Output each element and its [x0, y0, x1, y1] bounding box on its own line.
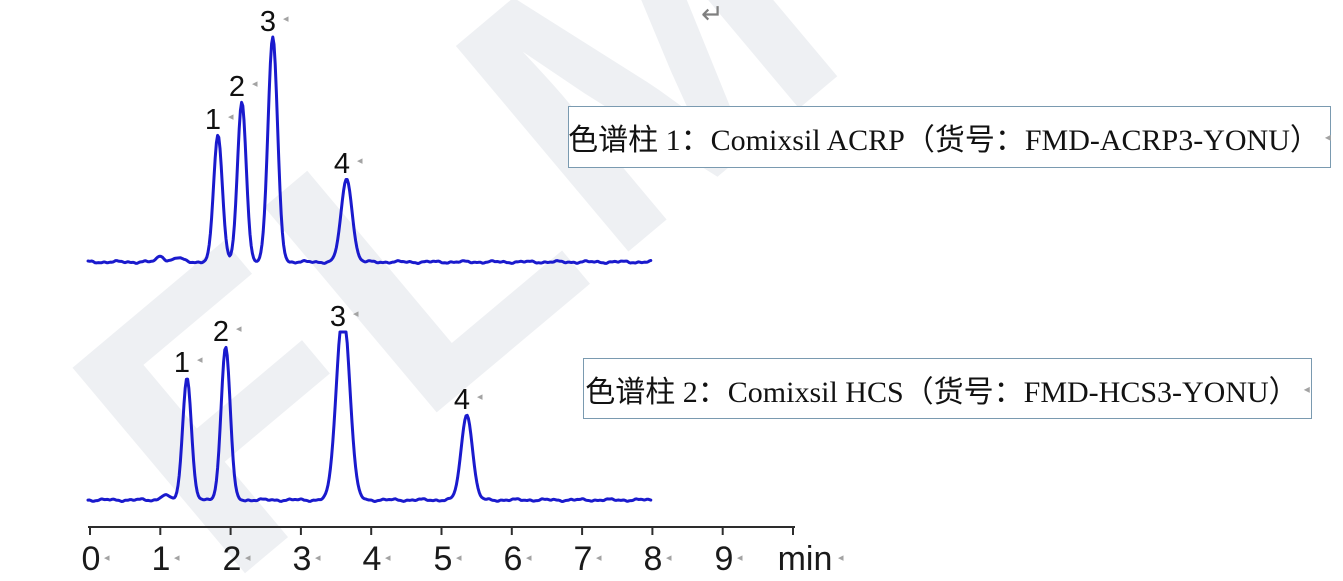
x-tick-label-9: 9	[715, 540, 734, 578]
column1-caption-text: 色谱柱 1：Comixsil ACRP（货号：FMD-ACRP3-YONU）	[568, 124, 1320, 157]
x-tick-label-5: 5	[434, 540, 453, 578]
format-mark-icon: ◂	[236, 323, 242, 335]
format-mark-icon: ◂	[245, 552, 251, 564]
format-mark-icon: ◂	[315, 552, 321, 564]
format-mark-icon: ◂	[357, 155, 363, 167]
chromatogram-trace-2	[86, 330, 653, 503]
peak-label-1-1: 1	[205, 104, 221, 136]
x-tick-label-4: 4	[363, 540, 382, 578]
watermark-text: FLM	[0, 0, 920, 581]
column1-caption-box: 色谱柱 1：Comixsil ACRP（货号：FMD-ACRP3-YONU） ◂	[568, 106, 1331, 168]
format-mark-icon: ◂	[596, 552, 602, 564]
format-mark-icon: ◂	[666, 552, 672, 564]
peak-label-2-3: 3	[330, 301, 346, 333]
format-mark-icon: ◂	[477, 391, 483, 403]
format-mark-icon: ◂	[385, 552, 391, 564]
peak-label-2-1: 1	[174, 347, 190, 379]
peak-label-1-4: 4	[334, 148, 350, 180]
x-axis-unit: min	[778, 540, 833, 578]
peak-label-1-3: 3	[260, 6, 276, 38]
format-mark-icon: ◂	[1303, 381, 1310, 396]
x-tick-label-2: 2	[223, 540, 242, 578]
peak-labels-layer: 1 ◂ 2 ◂ 3 ◂ 4 ◂ 1 ◂ 2 ◂ 3 ◂ 4 ◂	[174, 6, 483, 416]
format-mark-icon: ◂	[228, 111, 234, 123]
column2-caption-box: 色谱柱 2：Comixsil HCS（货号：FMD-HCS3-YONU） ◂	[583, 358, 1312, 419]
format-mark-icon: ◂	[353, 308, 359, 320]
peak-label-2-4: 4	[454, 384, 470, 416]
format-mark-icon: ◂	[252, 78, 258, 90]
format-mark-icon: ◂	[737, 552, 743, 564]
x-tick-label-6: 6	[504, 540, 523, 578]
format-mark-icon: ◂	[838, 552, 844, 564]
format-mark-icon: ◂	[104, 552, 110, 564]
format-mark-icon: ◂	[456, 552, 462, 564]
chromatogram-trace-1	[86, 35, 653, 265]
peak-label-2-2: 2	[213, 316, 229, 348]
x-tick-label-8: 8	[644, 540, 663, 578]
x-tick-label-1: 1	[152, 540, 171, 578]
format-mark-icon: ◂	[197, 354, 203, 366]
x-tick-label-0: 0	[82, 540, 101, 578]
peak-label-1-2: 2	[229, 71, 245, 103]
format-mark-icon: ◂	[526, 552, 532, 564]
format-mark-icon: ◂	[174, 552, 180, 564]
paragraph-return-icon: ↵	[701, 0, 724, 30]
x-tick-label-7: 7	[574, 540, 593, 578]
column2-caption-text: 色谱柱 2：Comixsil HCS（货号：FMD-HCS3-YONU）	[585, 375, 1299, 409]
format-mark-icon: ◂	[283, 13, 289, 25]
x-tick-label-3: 3	[293, 540, 312, 578]
format-mark-icon: ◂	[1324, 130, 1331, 144]
x-axis: 0 ◂ 1 ◂ 2 ◂ 3 ◂ 4 ◂ 5 ◂ 6 ◂ 7 ◂ 8 ◂ 9 ◂ min ◂	[82, 526, 844, 578]
traces-layer	[86, 35, 653, 503]
